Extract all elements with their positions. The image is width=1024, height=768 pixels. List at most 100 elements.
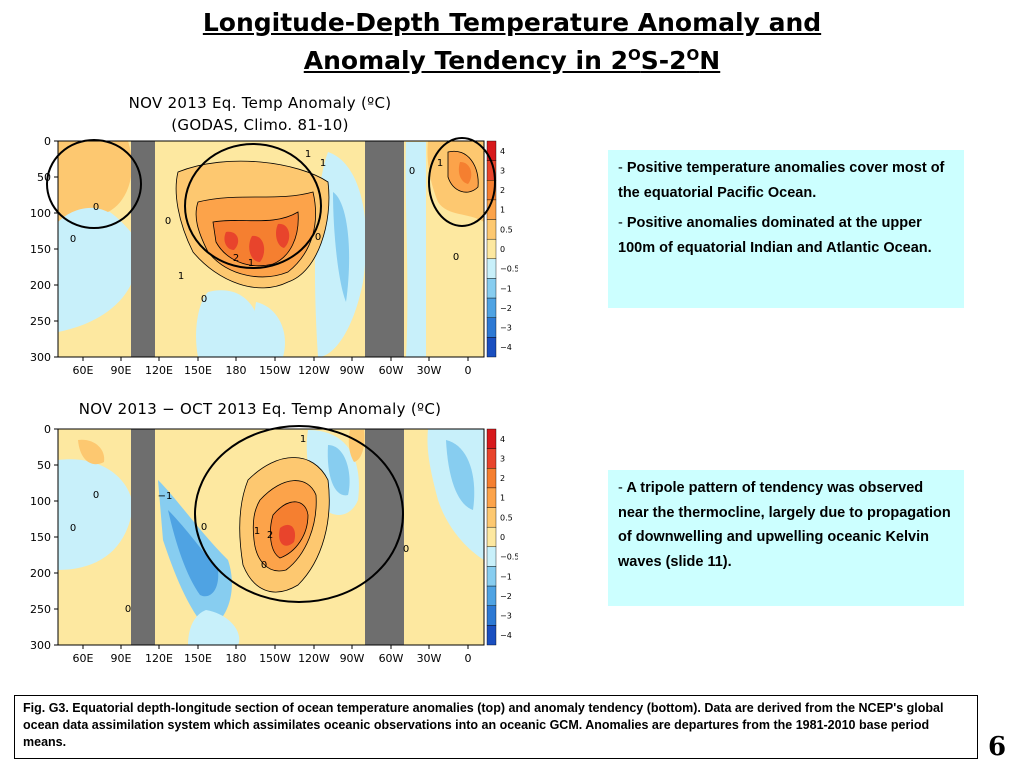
x-tick-label: 60E <box>73 652 94 665</box>
x-tick-label: 150E <box>184 652 212 665</box>
contour-line <box>269 501 309 559</box>
colorbar-swatch <box>486 566 497 587</box>
colorbar-swatch <box>486 297 497 318</box>
contour-label: 1 <box>305 149 311 160</box>
bottom-chart-title: NOV 2013 − OCT 2013 Eq. Temp Anomaly (ºC… <box>30 398 490 420</box>
colorbar-label: 0.5 <box>500 225 513 234</box>
contour-label: 0 <box>125 604 131 615</box>
colorbar-swatch <box>486 317 497 338</box>
x-tick-label: 60W <box>379 364 404 377</box>
y-tick-label: 200 <box>30 279 51 292</box>
colorbar-label: −3 <box>500 324 512 333</box>
y-tick-label: 50 <box>37 459 51 472</box>
colorbar-label: −2 <box>500 592 512 601</box>
contour-line <box>175 160 330 289</box>
anomaly-region <box>196 290 261 357</box>
y-tick-label: 250 <box>30 315 51 328</box>
colorbar-swatch <box>486 448 497 469</box>
colorbar-label: 2 <box>500 474 505 483</box>
contour-line <box>447 150 479 193</box>
anomaly-field <box>58 429 484 645</box>
x-tick-label: 60E <box>73 364 94 377</box>
colorbar-label: 0 <box>500 533 505 542</box>
colorbar-label: 1 <box>500 206 505 215</box>
y-tick-label: 300 <box>30 639 51 652</box>
contour-label: 0 <box>70 523 76 534</box>
colorbar-label: −1 <box>500 572 512 581</box>
anomaly-region <box>458 162 472 184</box>
colorbar-label: −0.5 <box>500 553 518 562</box>
note-bullet: - <box>618 215 623 231</box>
top-chart-subtitle: (GODAS, Climo. 81-10) <box>171 116 349 134</box>
contour-label: 0 <box>409 166 415 177</box>
colorbar-label: 4 <box>500 435 505 444</box>
anomaly-region <box>58 199 139 332</box>
x-tick-label: 120E <box>145 652 173 665</box>
top-anomaly-chart: 0 0 0 0 0 0 0 1 1 1 1 1 2 0 50 100 150 200 250 300 60E 90E 120… <box>28 132 518 394</box>
contour-label: 1 <box>437 158 443 169</box>
land-mask <box>365 141 404 357</box>
contour-label: 0 <box>201 294 207 305</box>
slide-title: Longitude-Depth Temperature Anomaly and … <box>0 6 1024 77</box>
colorbar-swatch <box>486 625 497 646</box>
colorbar-label: −3 <box>500 612 512 621</box>
colorbar-label: 2 <box>500 186 505 195</box>
contour-label: 0 <box>403 544 409 555</box>
colorbar-swatch <box>486 605 497 626</box>
x-tick-label: 30W <box>417 364 442 377</box>
x-tick-label: 30W <box>417 652 442 665</box>
colorbar-label: 3 <box>500 166 505 175</box>
figure-caption: Fig. G3. Equatorial depth-longitude sect… <box>14 695 978 759</box>
y-tick-label: 0 <box>44 423 51 436</box>
contour-label: 1 <box>178 271 184 282</box>
anomaly-region <box>78 439 105 465</box>
contour-label: 1 <box>300 434 306 445</box>
slide-number: 6 <box>988 732 1007 762</box>
contour-label: 0 <box>93 490 99 501</box>
colorbar-swatch <box>486 585 497 606</box>
x-tick-label: 150W <box>259 652 291 665</box>
title-line-2-part-b: S-2 <box>640 46 687 75</box>
colorbar-label: 3 <box>500 454 505 463</box>
note-positive-pacific: - Positive temperature anomalies cover m… <box>618 156 954 205</box>
title-line-1: Longitude-Depth Temperature Anomaly and <box>202 8 822 37</box>
contour-label: 0 <box>93 202 99 213</box>
highlight-circle <box>184 143 322 269</box>
note-bullet: - <box>618 480 623 496</box>
anomaly-region <box>446 440 475 510</box>
contour-line <box>212 211 299 267</box>
bottom-tendency-chart: 0 0 0 0 0 0 1 1 2 −1 0 50 100 150 200 250 300 60E 90E 120E 1… <box>28 420 518 682</box>
anomaly-region <box>427 429 484 560</box>
anomaly-region <box>248 302 285 357</box>
x-tick-label: 150E <box>184 364 212 377</box>
contour-label: 1 <box>320 158 326 169</box>
colorbar-swatch <box>486 238 497 260</box>
title-degree-sup-2: O <box>686 46 700 64</box>
colorbar-swatch <box>486 526 497 548</box>
y-tick-label: 100 <box>30 207 51 220</box>
colorbar-label: −2 <box>500 304 512 313</box>
anomaly-region <box>327 445 350 496</box>
highlight-circle <box>194 425 404 603</box>
colorbar-label: −1 <box>500 284 512 293</box>
contour-line <box>195 191 316 278</box>
title-line-2-part-a: Anomaly Tendency in 2 <box>303 46 628 75</box>
x-tick-label: 150W <box>259 364 291 377</box>
anomaly-region <box>279 524 296 546</box>
colorbar-swatch <box>486 468 497 489</box>
colorbar-label: −4 <box>500 343 512 352</box>
colorbar-label: −4 <box>500 631 512 640</box>
colorbar-swatch <box>486 258 497 279</box>
colorbar-label: 0.5 <box>500 513 513 522</box>
anomaly-region <box>168 510 219 597</box>
contour-line <box>252 480 317 572</box>
title-degree-sup-1: O <box>627 46 641 64</box>
y-tick-label: 250 <box>30 603 51 616</box>
colorbar-swatch <box>486 278 497 299</box>
colorbar-swatch <box>486 140 497 161</box>
note-text: Positive anomalies dominated at the uppe… <box>618 215 932 256</box>
contour-label: 0 <box>201 522 207 533</box>
colorbar-swatch <box>486 337 497 358</box>
